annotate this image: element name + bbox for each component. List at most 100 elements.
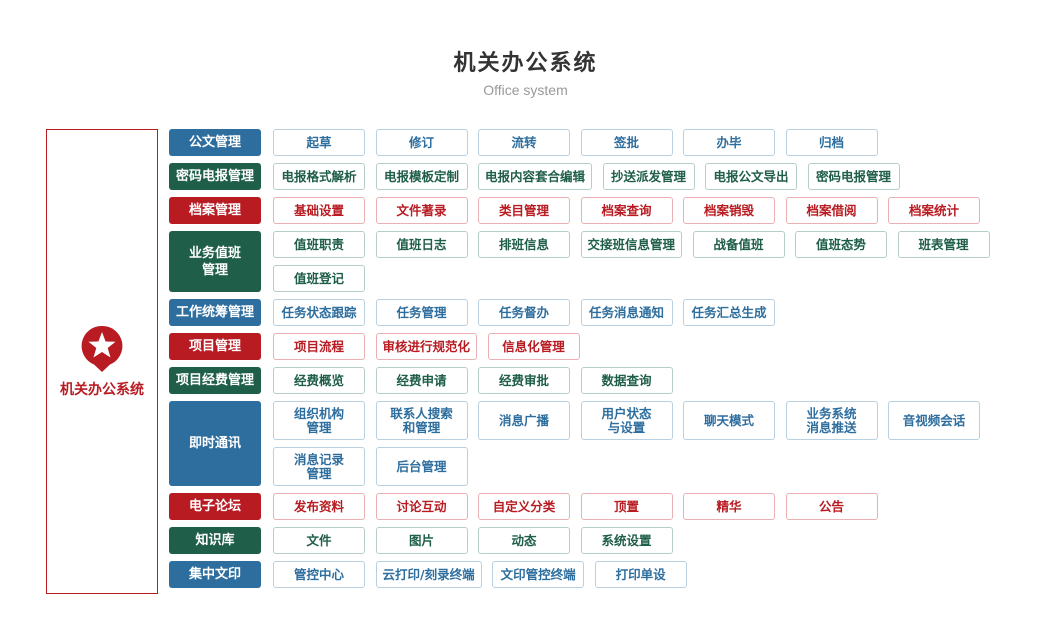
module-item-button[interactable]: 档案统计 (888, 197, 980, 224)
module-item-button[interactable]: 签批 (580, 129, 673, 156)
module-item-button[interactable]: 经费审批 (478, 367, 570, 394)
module-item-button[interactable]: 精华 (683, 493, 775, 520)
module-item-button[interactable]: 图片 (375, 527, 468, 554)
module-item-button[interactable]: 电报模板定制 (375, 163, 468, 190)
category-button[interactable]: 档案管理 (169, 197, 261, 224)
module-item-button[interactable]: 管控中心 (273, 561, 365, 588)
category-button[interactable]: 公文管理 (169, 129, 261, 156)
module-row: 项目管理 项目流程 审核进行规范化 信息化管理 (169, 333, 998, 360)
module-item-button[interactable]: 值班登记 (273, 265, 365, 292)
module-item-button[interactable]: 云打印/刻录终端 (375, 561, 482, 588)
category-button[interactable]: 项目管理 (169, 333, 261, 360)
module-row: 业务值班 管理 值班职责 值班日志 排班信息 交接班信息管理 战备值班 值班态势 班表管理 值班… (169, 231, 998, 292)
module-item-button[interactable]: 组织机构 管理 (273, 401, 365, 440)
module-row: 电子论坛 发布资料 讨论互动 自定义分类 顶置 精华 公告 (169, 493, 998, 520)
module-items: 任务状态跟踪 任务管理 任务督办 任务消息通知 任务汇总生成 (273, 299, 998, 326)
module-row: 项目经费管理 经费概览 经费申请 经费审批 数据查询 (169, 367, 998, 394)
module-item-button[interactable]: 打印单设 (594, 561, 687, 588)
module-item-button[interactable]: 档案借阅 (785, 197, 878, 224)
module-row: 集中文印 管控中心 云打印/刻录终端 文印管控终端 打印单设 (169, 561, 998, 588)
module-item-button[interactable]: 经费概览 (273, 367, 365, 394)
module-items: 项目流程 审核进行规范化 信息化管理 (273, 333, 998, 360)
module-item-button[interactable]: 聊天模式 (683, 401, 775, 440)
module-item-button[interactable]: 抄送派发管理 (602, 163, 695, 190)
module-item-button[interactable]: 值班职责 (273, 231, 365, 258)
module-item-button[interactable]: 归档 (785, 129, 878, 156)
module-row: 知识库 文件 图片 动态 系统设置 (169, 527, 998, 554)
module-row: 密码电报管理 电报格式解析 电报模板定制 电报内容套合编辑 抄送派发管理 电报公文导出 密码… (169, 163, 998, 190)
module-items: 发布资料 讨论互动 自定义分类 顶置 精华 公告 (273, 493, 998, 520)
category-button[interactable]: 集中文印 (169, 561, 261, 588)
module-item-button[interactable]: 档案销毁 (683, 197, 775, 224)
category-button[interactable]: 电子论坛 (169, 493, 261, 520)
module-item-button[interactable]: 排班信息 (478, 231, 570, 258)
module-row: 即时通讯 组织机构 管理 联系人搜索 和管理 消息广播 用户状态 与设置 聊天模式 业务系统… (169, 401, 998, 486)
module-item-button[interactable]: 项目流程 (273, 333, 365, 360)
module-items: 电报格式解析 电报模板定制 电报内容套合编辑 抄送派发管理 电报公文导出 密码电报管理 (273, 163, 998, 190)
category-button[interactable]: 即时通讯 (169, 401, 261, 486)
module-item-button[interactable]: 文件 (273, 527, 365, 554)
star-pin-icon (81, 325, 123, 372)
category-button[interactable]: 项目经费管理 (169, 367, 261, 394)
module-item-button[interactable]: 发布资料 (273, 493, 365, 520)
module-row: 档案管理 基础设置 文件著录 类目管理 档案查询 档案销毁 档案借阅 档案统计 (169, 197, 998, 224)
module-item-button[interactable]: 音视频会话 (888, 401, 980, 440)
module-grid: 公文管理 起草 修订 流转 签批 办毕 归档 密码电报管理 电报格式解析 电报模板定制 电报内容套合… (169, 129, 998, 588)
module-item-button[interactable]: 信息化管理 (487, 333, 580, 360)
module-item-button[interactable]: 密码电报管理 (807, 163, 900, 190)
module-item-button[interactable]: 电报内容套合编辑 (478, 163, 593, 190)
module-item-button[interactable]: 自定义分类 (478, 493, 570, 520)
system-logo-panel[interactable]: 机关办公系统 (46, 129, 158, 594)
module-item-button[interactable]: 交接班信息管理 (580, 231, 683, 258)
module-item-button[interactable]: 系统设置 (580, 527, 673, 554)
module-item-button[interactable]: 用户状态 与设置 (580, 401, 673, 440)
module-item-button[interactable]: 任务管理 (375, 299, 468, 326)
module-item-button[interactable]: 文件著录 (375, 197, 468, 224)
module-item-button[interactable]: 经费申请 (375, 367, 468, 394)
category-button[interactable]: 密码电报管理 (169, 163, 261, 190)
module-item-button[interactable]: 公告 (785, 493, 878, 520)
module-item-button[interactable]: 值班态势 (795, 231, 888, 258)
module-item-button[interactable]: 任务汇总生成 (683, 299, 775, 326)
module-items: 经费概览 经费申请 经费审批 数据查询 (273, 367, 998, 394)
logo-label: 机关办公系统 (60, 381, 144, 398)
module-item-button[interactable]: 任务督办 (478, 299, 570, 326)
module-item-button[interactable]: 动态 (478, 527, 570, 554)
module-item-button[interactable]: 修订 (375, 129, 468, 156)
category-button[interactable]: 工作统筹管理 (169, 299, 261, 326)
module-items: 文件 图片 动态 系统设置 (273, 527, 998, 554)
module-item-button[interactable]: 联系人搜索 和管理 (375, 401, 468, 440)
page-title: 机关办公系统 (453, 51, 598, 76)
module-item-button[interactable]: 档案查询 (580, 197, 673, 224)
module-item-button[interactable]: 办毕 (683, 129, 775, 156)
module-item-button[interactable]: 基础设置 (273, 197, 365, 224)
category-button[interactable]: 业务值班 管理 (169, 231, 261, 292)
module-item-button[interactable]: 任务消息通知 (580, 299, 673, 326)
module-items: 起草 修订 流转 签批 办毕 归档 (273, 129, 998, 156)
module-item-button[interactable]: 顶置 (580, 493, 673, 520)
category-button[interactable]: 知识库 (169, 527, 261, 554)
module-item-button[interactable]: 消息广播 (478, 401, 570, 440)
module-item-button[interactable]: 类目管理 (478, 197, 570, 224)
module-item-button[interactable]: 业务系统 消息推送 (785, 401, 878, 440)
module-items: 组织机构 管理 联系人搜索 和管理 消息广播 用户状态 与设置 聊天模式 业务系统 消息推… (273, 401, 998, 486)
module-item-button[interactable]: 电报公文导出 (705, 163, 798, 190)
module-item-button[interactable]: 审核进行规范化 (375, 333, 478, 360)
module-item-button[interactable]: 消息记录 管理 (273, 447, 365, 486)
module-item-button[interactable]: 文印管控终端 (492, 561, 585, 588)
module-item-button[interactable]: 后台管理 (375, 447, 468, 486)
module-item-button[interactable]: 电报格式解析 (273, 163, 365, 190)
module-item-button[interactable]: 起草 (273, 129, 365, 156)
module-row: 公文管理 起草 修订 流转 签批 办毕 归档 (169, 129, 998, 156)
module-item-button[interactable]: 任务状态跟踪 (273, 299, 365, 326)
module-item-button[interactable]: 班表管理 (897, 231, 990, 258)
module-item-button[interactable]: 讨论互动 (375, 493, 468, 520)
module-item-button[interactable]: 流转 (478, 129, 570, 156)
page-subtitle: Office system (483, 82, 568, 98)
module-items: 值班职责 值班日志 排班信息 交接班信息管理 战备值班 值班态势 班表管理值班登记 (273, 231, 998, 292)
module-item-button[interactable]: 战备值班 (692, 231, 785, 258)
module-row: 工作统筹管理 任务状态跟踪 任务管理 任务督办 任务消息通知 任务汇总生成 (169, 299, 998, 326)
module-item-button[interactable]: 值班日志 (375, 231, 468, 258)
module-item-button[interactable]: 数据查询 (580, 367, 673, 394)
